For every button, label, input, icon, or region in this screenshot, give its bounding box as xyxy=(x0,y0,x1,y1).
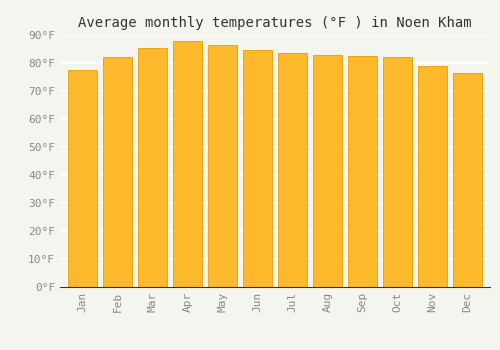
Bar xyxy=(173,41,202,287)
Bar xyxy=(453,73,482,287)
Bar xyxy=(418,66,447,287)
Bar xyxy=(383,57,412,287)
Bar xyxy=(243,50,272,287)
Bar xyxy=(313,55,342,287)
Bar xyxy=(68,70,97,287)
Bar xyxy=(103,57,132,287)
Bar xyxy=(138,48,167,287)
Bar xyxy=(348,56,377,287)
Title: Average monthly temperatures (°F ) in Noen Kham: Average monthly temperatures (°F ) in No… xyxy=(78,16,472,30)
Bar xyxy=(278,53,307,287)
Bar xyxy=(208,45,237,287)
